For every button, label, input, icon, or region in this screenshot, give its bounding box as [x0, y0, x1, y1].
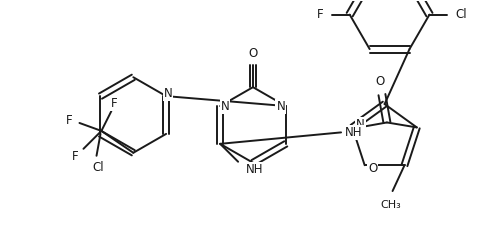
Text: Cl: Cl — [455, 8, 467, 21]
Text: O: O — [368, 162, 377, 175]
Text: NH: NH — [345, 126, 363, 139]
Text: F: F — [66, 114, 73, 127]
Text: NH: NH — [246, 163, 263, 176]
Text: N: N — [164, 87, 173, 100]
Text: F: F — [316, 8, 323, 21]
Text: F: F — [72, 150, 79, 163]
Text: N: N — [277, 99, 285, 113]
Text: O: O — [375, 75, 384, 88]
Text: Cl: Cl — [93, 161, 104, 174]
Text: N: N — [221, 99, 229, 113]
Text: F: F — [111, 97, 118, 110]
Text: CH₃: CH₃ — [380, 200, 401, 210]
Text: O: O — [248, 47, 258, 60]
Text: N: N — [356, 118, 364, 131]
